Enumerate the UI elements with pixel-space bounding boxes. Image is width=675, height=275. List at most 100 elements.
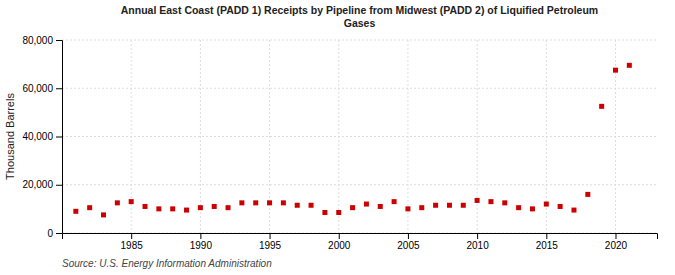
point (322, 210, 327, 215)
x-tick: 2015 (536, 233, 559, 251)
point (129, 199, 134, 204)
point (530, 206, 535, 211)
point (392, 199, 397, 204)
grid (62, 40, 657, 233)
x-tick-label: 2000 (328, 240, 351, 251)
y-tick-mark (56, 137, 62, 138)
point (488, 199, 493, 204)
point (281, 200, 286, 205)
y-tick: 80,000 (22, 35, 62, 46)
x-tick-mark (200, 233, 201, 239)
point (558, 204, 563, 209)
x-tick-label: 1995 (259, 240, 282, 251)
point (364, 202, 369, 207)
x-tick: 1985 (121, 233, 144, 251)
point (475, 198, 480, 203)
grid-line-y (62, 88, 657, 89)
point (73, 209, 78, 214)
points (73, 63, 631, 218)
point (87, 205, 92, 210)
x-axis: 1985 1990 1995 2000 2005 2010 2015 2020 (63, 233, 658, 251)
y-tick-mark (56, 233, 62, 234)
y-tick-label: 40,000 (22, 131, 53, 142)
grid-line-x (338, 40, 339, 233)
y-axis-title: Thousand Barrels (4, 93, 16, 180)
x-tick: 2020 (605, 233, 628, 251)
y-tick-label: 20,000 (22, 179, 53, 190)
x-tick-label: 2020 (605, 240, 628, 251)
x-tick: 2010 (466, 233, 489, 251)
x-tick: 2000 (328, 233, 351, 251)
point (101, 212, 106, 217)
point (226, 205, 231, 210)
point (170, 206, 175, 211)
point (585, 192, 590, 197)
y-tick: 60,000 (22, 83, 62, 94)
y-tick: 40,000 (22, 131, 62, 142)
point (516, 205, 521, 210)
point (502, 200, 507, 205)
y-tick-mark (56, 40, 62, 41)
title-line: Annual East Coast (PADD 1) Receipts by P… (121, 4, 598, 16)
y-axis-line (56, 41, 63, 234)
source-note: Source: U.S. Energy Information Administ… (62, 258, 272, 269)
point (143, 204, 148, 209)
point (405, 206, 410, 211)
x-axis-line (63, 234, 658, 240)
x-tick: 2005 (397, 233, 420, 251)
point (419, 205, 424, 210)
y-tick-mark (56, 185, 62, 186)
point (309, 203, 314, 208)
point (212, 204, 217, 209)
x-tick-mark (615, 233, 616, 239)
chart: 1985 1990 1995 2000 2005 2010 2015 2020 0 20,000 4… (0, 0, 675, 275)
point (253, 200, 258, 205)
y-tick-label: 80,000 (22, 35, 53, 46)
point (156, 206, 161, 211)
x-tick: 1990 (190, 233, 213, 251)
point (599, 104, 604, 109)
y-tick-mark (56, 88, 62, 89)
x-tick-mark (546, 233, 547, 239)
x-tick-mark (270, 233, 271, 239)
point (239, 200, 244, 205)
grid-line-x (407, 40, 408, 233)
point (115, 200, 120, 205)
title-line: Gases (344, 17, 376, 29)
y-tick: 20,000 (22, 179, 62, 190)
x-tick-label: 1985 (121, 240, 144, 251)
point (447, 203, 452, 208)
point (613, 68, 618, 73)
title: Annual East Coast (PADD 1) Receipts by P… (121, 4, 598, 29)
x-tick-mark (408, 233, 409, 239)
point (267, 200, 272, 205)
grid-line-y (62, 40, 657, 41)
point (336, 210, 341, 215)
x-tick-label: 1990 (190, 240, 213, 251)
grid-line-x (477, 40, 478, 233)
y-tick-label: 0 (47, 228, 53, 239)
grid-line-x (200, 40, 201, 233)
x-tick-label: 2010 (466, 240, 489, 251)
point (461, 203, 466, 208)
x-tick-mark (131, 233, 132, 239)
point (350, 205, 355, 210)
point (378, 204, 383, 209)
point (184, 208, 189, 213)
grid-line-y (62, 136, 657, 137)
x-tick-label: 2005 (397, 240, 420, 251)
grid-line-y (62, 184, 657, 185)
x-tick-mark (339, 233, 340, 239)
x-tick-mark (477, 233, 478, 239)
x-tick: 1995 (259, 233, 282, 251)
y-tick: 0 (47, 228, 62, 239)
point (433, 203, 438, 208)
y-tick-label: 60,000 (22, 83, 53, 94)
plot: 1985 1990 1995 2000 2005 2010 2015 2020 0 20,000 4… (22, 35, 657, 251)
point (571, 208, 576, 213)
point (544, 202, 549, 207)
y-axis: 0 20,000 40,000 60,000 80,000 (22, 35, 62, 239)
point (198, 205, 203, 210)
x-tick-label: 2015 (536, 240, 559, 251)
point (295, 203, 300, 208)
